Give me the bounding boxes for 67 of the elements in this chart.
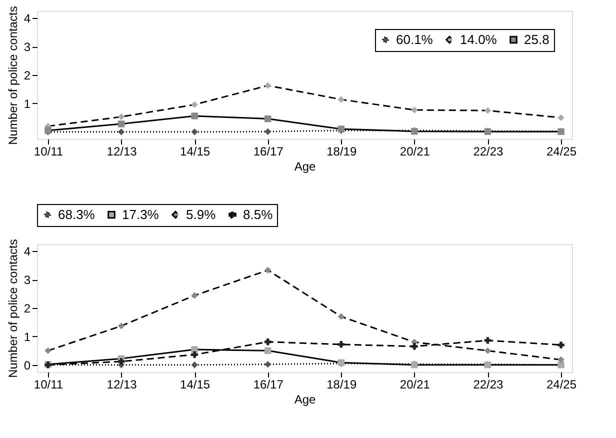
point xyxy=(264,82,272,89)
legend-label: 60.1% xyxy=(396,32,434,47)
x-tick-label: 16/17 xyxy=(253,378,284,392)
point xyxy=(484,347,492,354)
point xyxy=(264,338,272,346)
x-tick-label: 18/19 xyxy=(326,144,357,158)
point xyxy=(118,322,125,330)
x-tick-label: 14/15 xyxy=(180,144,210,158)
point xyxy=(558,356,564,364)
point xyxy=(118,128,125,136)
legend-label: 5.9% xyxy=(186,206,216,222)
point xyxy=(191,292,198,299)
point xyxy=(191,112,198,120)
legend-label: 17.3% xyxy=(122,206,160,222)
x-tick-label: 18/19 xyxy=(326,378,357,392)
y-tick-label: 2 xyxy=(24,68,31,82)
legend-label: 8.5% xyxy=(243,206,274,222)
x-tick-label: 12/13 xyxy=(106,378,138,392)
y-tick-label: 1 xyxy=(24,330,31,344)
point xyxy=(264,266,272,274)
x-tick-label: 24/25 xyxy=(546,378,577,392)
point xyxy=(411,343,418,350)
legend-label: 68.3% xyxy=(58,206,96,222)
point xyxy=(264,128,272,135)
point xyxy=(338,313,344,320)
x-axis-title: Age xyxy=(294,160,316,174)
x-tick-label: 20/21 xyxy=(400,144,430,158)
point xyxy=(118,120,125,128)
point xyxy=(191,351,198,358)
point xyxy=(191,346,198,353)
y-tick-label: 4 xyxy=(24,12,31,26)
x-tick-label: 12/13 xyxy=(106,144,138,158)
y-tick-label: 3 xyxy=(24,273,31,288)
point xyxy=(264,347,272,354)
x-tick-label: 22/23 xyxy=(473,144,504,158)
x-tick-label: 24/25 xyxy=(546,144,577,158)
point xyxy=(411,106,418,114)
point xyxy=(484,107,492,114)
x-tick-label: 16/17 xyxy=(253,144,284,158)
point xyxy=(44,347,52,354)
point xyxy=(118,358,125,365)
point xyxy=(338,96,344,103)
x-tick-label: 10/11 xyxy=(34,378,64,392)
y-axis-title: Number of police contacts xyxy=(6,239,20,378)
x-tick-label: 22/23 xyxy=(473,378,504,392)
point xyxy=(558,342,564,348)
legend-label: 25.8 xyxy=(524,32,550,47)
x-axis-title: Age xyxy=(294,392,316,406)
point xyxy=(191,101,198,108)
point xyxy=(558,114,564,122)
point xyxy=(191,128,198,136)
point xyxy=(191,362,198,368)
legend-label: 14.0% xyxy=(460,32,498,47)
y-tick-label: 0 xyxy=(24,358,31,372)
point xyxy=(118,113,125,120)
x-tick-label: 20/21 xyxy=(400,378,430,392)
x-tick-label: 14/15 xyxy=(180,378,210,392)
y-tick-label: 4 xyxy=(24,244,31,259)
y-tick-label: 2 xyxy=(24,302,31,316)
y-tick-label: 1 xyxy=(24,96,31,111)
y-tick-label: 3 xyxy=(24,40,31,54)
x-tick-label: 10/11 xyxy=(34,144,64,158)
point xyxy=(484,337,492,344)
point xyxy=(264,115,272,122)
point xyxy=(338,341,344,348)
point xyxy=(264,360,272,368)
y-axis-title: Number of police contacts xyxy=(6,6,20,145)
